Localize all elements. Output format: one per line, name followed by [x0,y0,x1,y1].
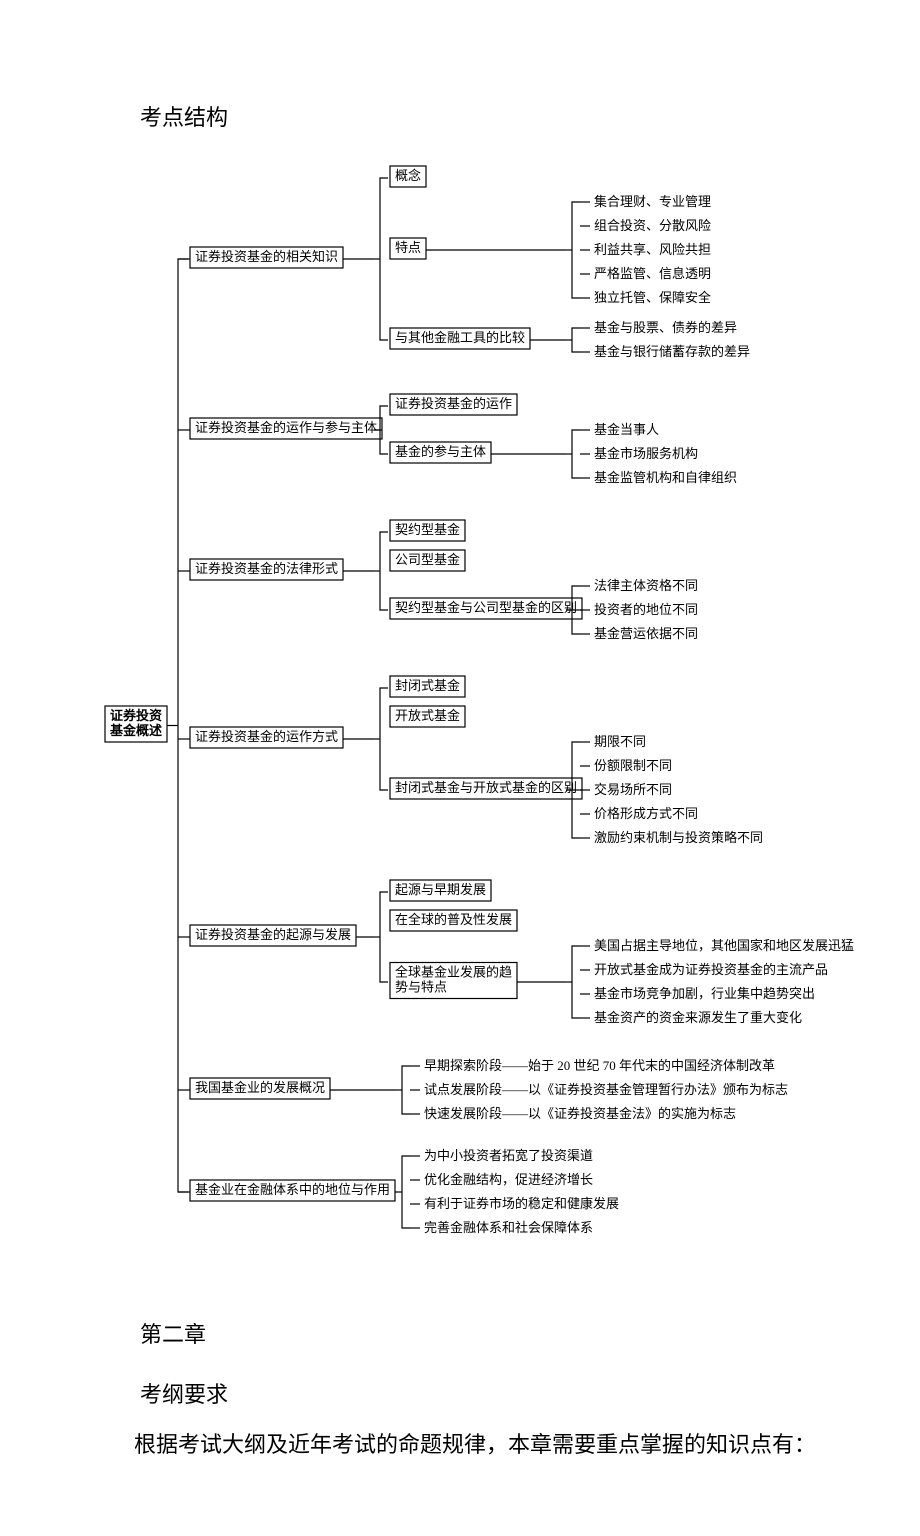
svg-text:严格监管、信息透明: 严格监管、信息透明 [594,266,711,281]
svg-text:契约型基金: 契约型基金 [395,522,460,537]
page: 考点结构 概念集合理财、专业管理组合投资、分散风险利益共享、风险共担严格监管、信… [0,0,920,1536]
svg-text:起源与早期发展: 起源与早期发展 [395,882,486,897]
svg-text:期限不同: 期限不同 [594,734,646,749]
svg-text:交易场所不同: 交易场所不同 [594,782,672,797]
svg-text:美国占据主导地位，其他国家和地区发展迅猛: 美国占据主导地位，其他国家和地区发展迅猛 [594,938,854,953]
svg-text:激励约束机制与投资策略不同: 激励约束机制与投资策略不同 [594,830,763,845]
svg-text:证券投资基金的运作方式: 证券投资基金的运作方式 [195,729,338,744]
svg-text:基金与银行储蓄存款的差异: 基金与银行储蓄存款的差异 [594,344,750,359]
svg-text:优化金融结构，促进经济增长: 优化金融结构，促进经济增长 [424,1172,593,1187]
svg-text:价格形成方式不同: 价格形成方式不同 [594,806,698,821]
svg-text:证券投资基金的起源与发展: 证券投资基金的起源与发展 [195,927,351,942]
svg-text:我国基金业的发展概况: 我国基金业的发展概况 [195,1080,325,1095]
svg-text:法律主体资格不同: 法律主体资格不同 [594,578,698,593]
svg-text:基金当事人: 基金当事人 [594,422,659,437]
svg-text:与其他金融工具的比较: 与其他金融工具的比较 [395,330,525,345]
svg-text:基金市场竞争加剧，行业集中趋势突出: 基金市场竞争加剧，行业集中趋势突出 [594,986,815,1001]
svg-text:概念: 概念 [395,168,421,183]
svg-text:完善金融体系和社会保障体系: 完善金融体系和社会保障体系 [424,1220,593,1235]
svg-text:份额限制不同: 份额限制不同 [594,758,672,773]
svg-text:基金概述: 基金概述 [109,723,162,738]
tree-diagram: 概念集合理财、专业管理组合投资、分散风险利益共享、风险共担严格监管、信息透明独立… [100,152,860,1295]
svg-text:在全球的普及性发展: 在全球的普及性发展 [395,912,512,927]
svg-text:封闭式基金: 封闭式基金 [395,678,460,693]
svg-text:开放式基金成为证券投资基金的主流产品: 开放式基金成为证券投资基金的主流产品 [594,962,828,977]
svg-text:有利于证券市场的稳定和健康发展: 有利于证券市场的稳定和健康发展 [424,1196,619,1211]
svg-text:利益共享、风险共担: 利益共享、风险共担 [594,242,711,257]
sub-heading: 考纲要求 [140,1375,860,1415]
svg-text:公司型基金: 公司型基金 [395,552,460,567]
svg-text:基金监管机构和自律组织: 基金监管机构和自律组织 [594,470,737,485]
svg-text:组合投资、分散风险: 组合投资、分散风险 [594,218,711,233]
svg-text:基金市场服务机构: 基金市场服务机构 [594,446,698,461]
chapter-heading: 第二章 [140,1315,860,1355]
svg-text:早期探索阶段——始于 20 世纪 70 年代末的中国经济体制: 早期探索阶段——始于 20 世纪 70 年代末的中国经济体制改革 [424,1058,775,1073]
svg-text:证券投资: 证券投资 [110,708,162,723]
svg-text:基金与股票、债券的差异: 基金与股票、债券的差异 [594,320,737,335]
svg-text:基金的参与主体: 基金的参与主体 [395,444,486,459]
svg-text:全球基金业发展的趋: 全球基金业发展的趋 [395,965,512,980]
svg-text:投资者的地位不同: 投资者的地位不同 [594,602,698,617]
svg-text:特点: 特点 [395,240,421,255]
body-paragraph: 根据考试大纲及近年考试的命题规律，本章需要重点掌握的知识点有： [90,1424,830,1466]
svg-text:试点发展阶段——以《证券投资基金管理暂行办法》颁布为标志: 试点发展阶段——以《证券投资基金管理暂行办法》颁布为标志 [424,1082,788,1097]
svg-text:势与特点: 势与特点 [395,980,447,995]
svg-text:基金营运依据不同: 基金营运依据不同 [594,626,698,641]
svg-text:为中小投资者拓宽了投资渠道: 为中小投资者拓宽了投资渠道 [424,1148,593,1163]
svg-text:证券投资基金的法律形式: 证券投资基金的法律形式 [195,561,338,576]
svg-text:证券投资基金的运作与参与主体: 证券投资基金的运作与参与主体 [195,420,377,435]
svg-text:基金资产的资金来源发生了重大变化: 基金资产的资金来源发生了重大变化 [594,1010,802,1025]
svg-text:开放式基金: 开放式基金 [395,708,460,723]
svg-text:证券投资基金的相关知识: 证券投资基金的相关知识 [195,249,338,264]
svg-text:封闭式基金与开放式基金的区别: 封闭式基金与开放式基金的区别 [395,780,577,795]
svg-text:独立托管、保障安全: 独立托管、保障安全 [594,290,711,305]
svg-text:契约型基金与公司型基金的区别: 契约型基金与公司型基金的区别 [395,600,577,615]
section-title: 考点结构 [140,100,860,132]
svg-text:基金业在金融体系中的地位与作用: 基金业在金融体系中的地位与作用 [195,1182,390,1197]
svg-text:快速发展阶段——以《证券投资基金法》的实施为标志: 快速发展阶段——以《证券投资基金法》的实施为标志 [424,1106,736,1121]
svg-text:证券投资基金的运作: 证券投资基金的运作 [395,396,512,411]
svg-text:集合理财、专业管理: 集合理财、专业管理 [594,194,711,209]
